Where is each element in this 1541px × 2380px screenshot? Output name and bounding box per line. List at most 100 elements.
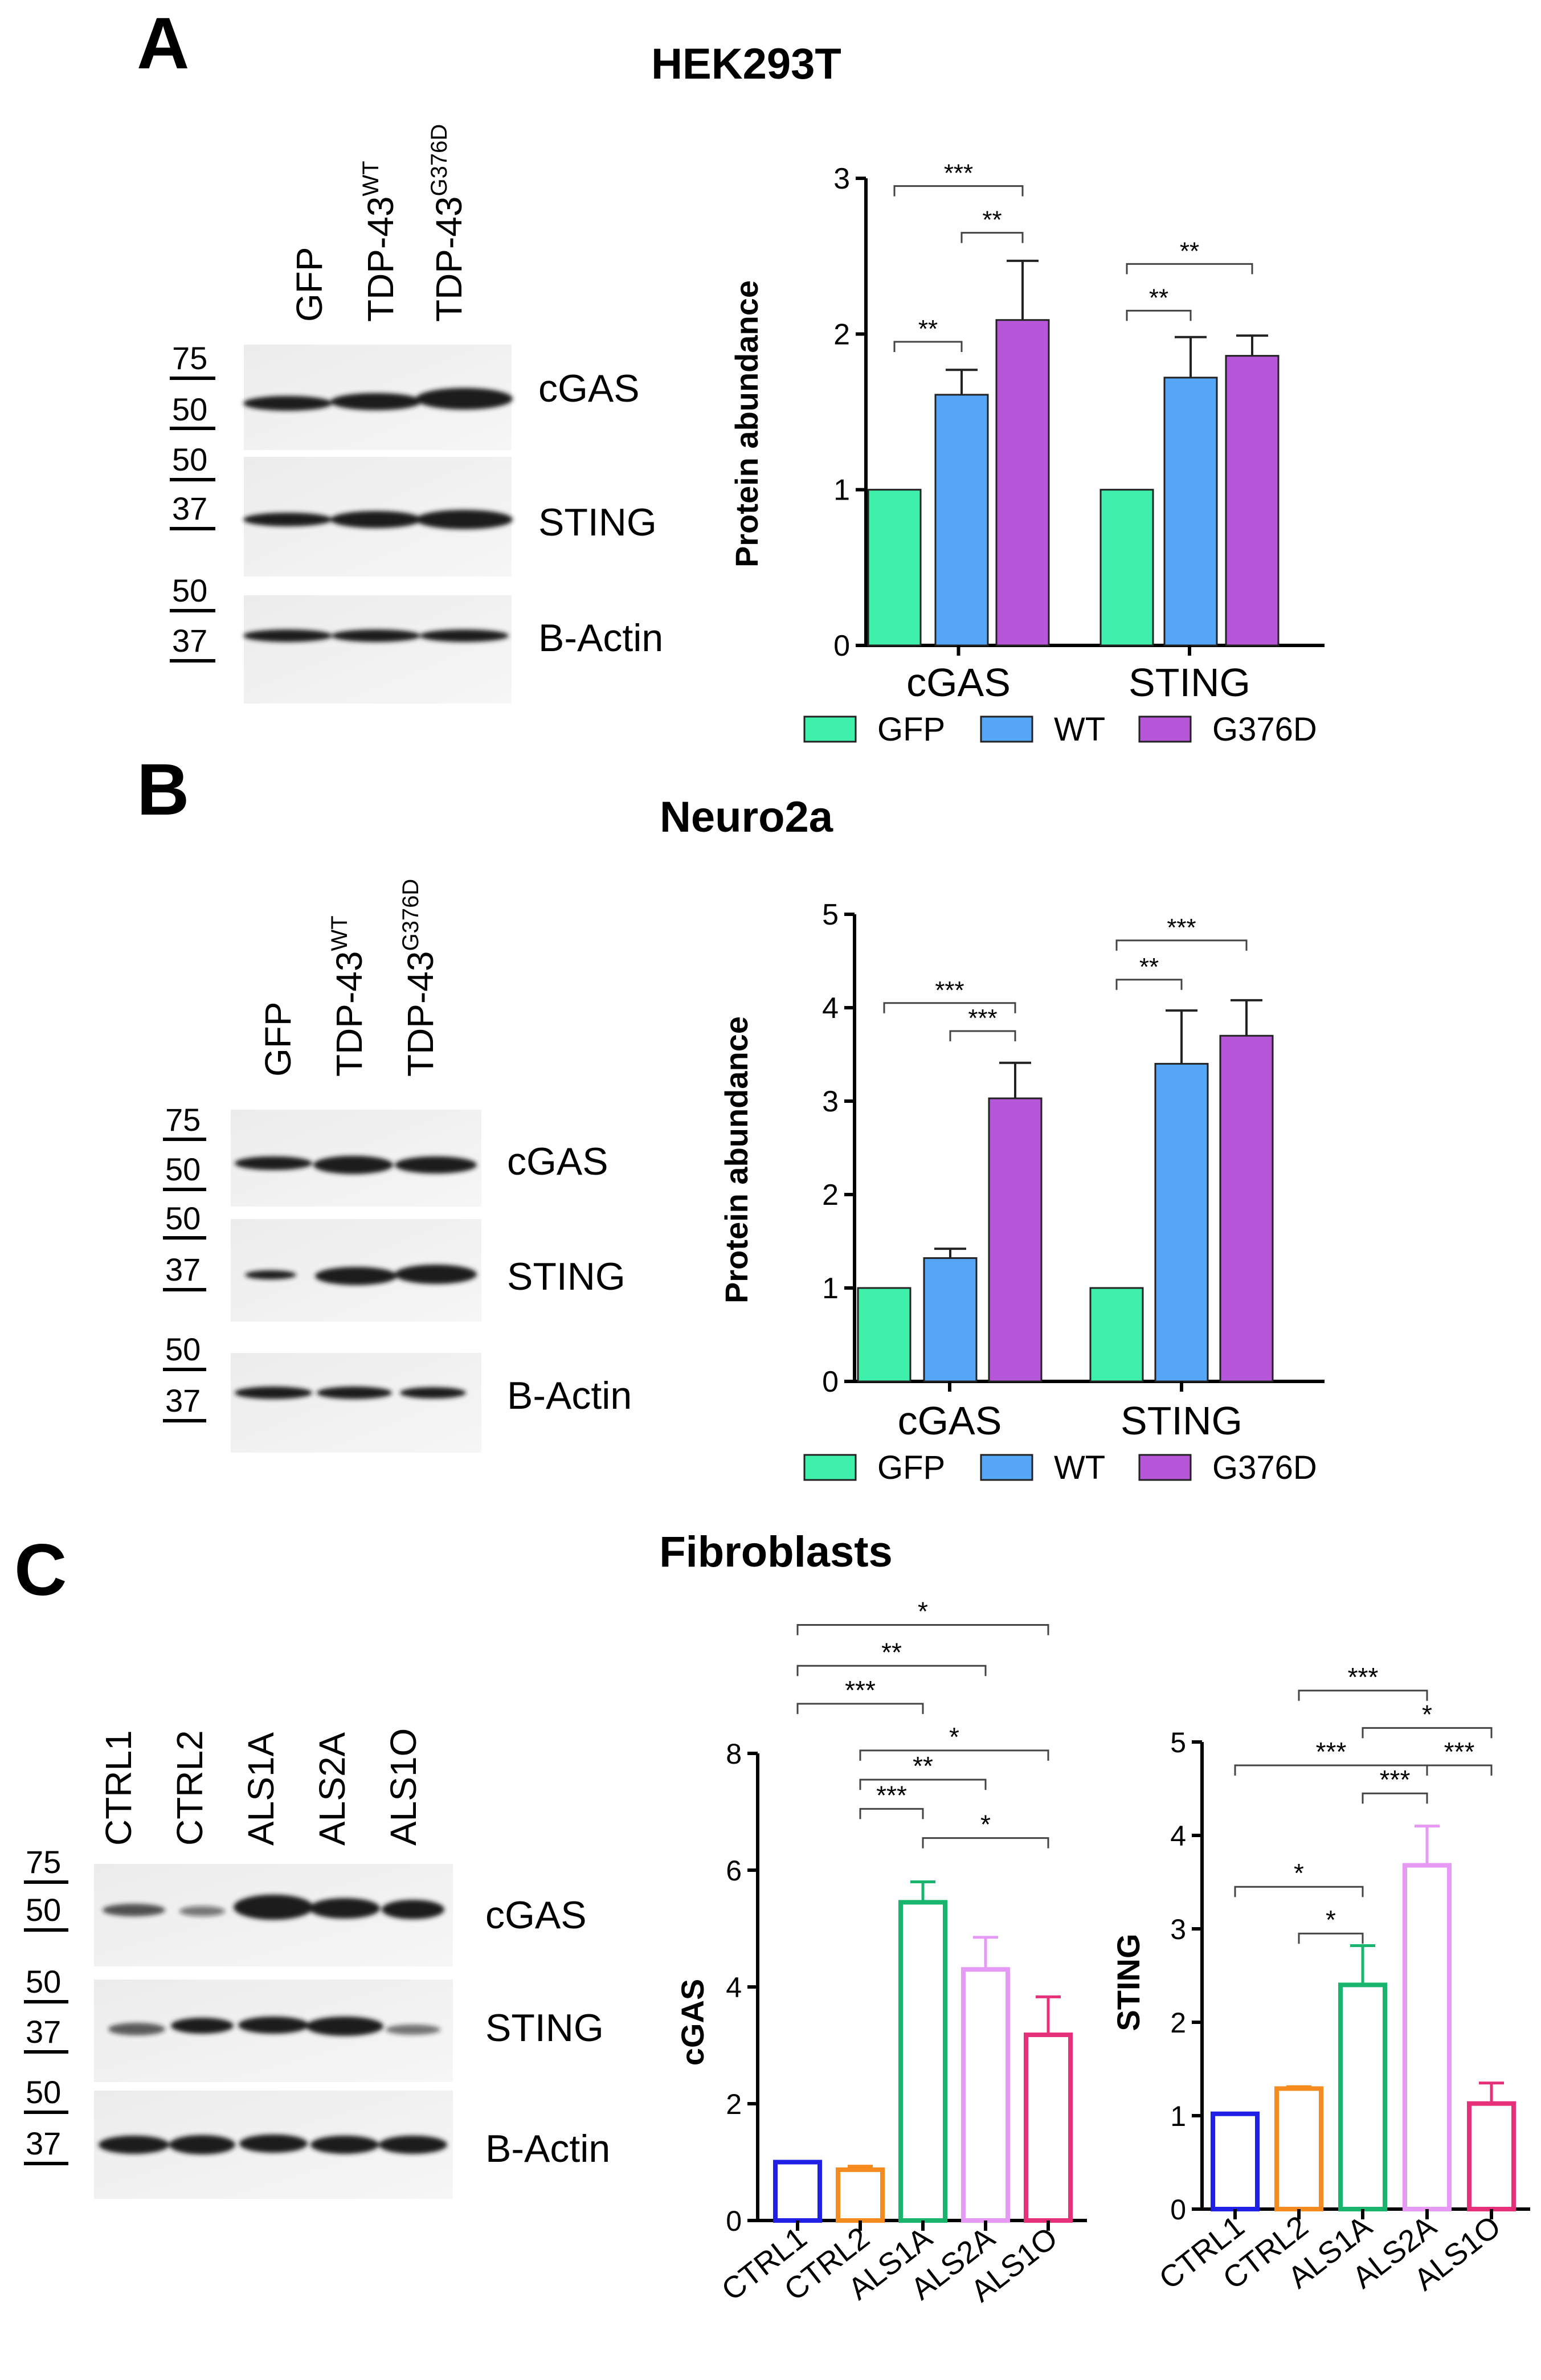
svg-text:50: 50 [26,1892,61,1928]
significance-label: * [918,1597,928,1626]
panel-letter: A [137,3,189,84]
y-tick-label: 1 [822,1272,839,1305]
y-tick-label: 0 [833,629,850,663]
blot-band [310,2136,379,2154]
y-tick-label: 2 [833,318,850,351]
bar [934,394,989,647]
significance-label: * [1326,1905,1336,1935]
blot-label: cGAS [485,1894,587,1937]
blot-band [395,1265,477,1284]
y-axis-label: Protein abundance [729,280,765,567]
significance-label: ** [1139,953,1159,981]
blot-label: cGAS [507,1140,608,1183]
bar [1099,489,1154,647]
y-axis-label: cGAS [675,1979,710,2066]
bar [773,2160,822,2223]
legend-label: G376D [1212,1449,1317,1486]
significance-bracket [1426,1764,1493,1776]
significance-label: *** [944,160,973,187]
significance-label: ** [918,315,938,343]
svg-text:37: 37 [172,490,207,526]
bar [1089,1287,1144,1383]
blot-band [313,1156,393,1174]
blot-band [235,1156,312,1170]
y-tick-label: 3 [833,162,850,195]
y-tick-label: 0 [726,2205,742,2237]
significance-label: ** [913,1751,933,1781]
blot-band [235,1387,312,1399]
blot-band [382,1900,444,1919]
blot-band [315,1267,397,1285]
lane-labels: CTRL1 CTRL2 ALS1A ALS2A ALS1O [98,1728,424,1846]
blot-band [243,629,332,642]
lane-label: ALS1O [383,1728,424,1846]
bar [961,1967,1010,2223]
significance-bracket [893,185,1024,197]
blot-band [103,1904,165,1916]
blot-band [330,511,422,528]
blot-band [395,1156,477,1173]
svg-text:50: 50 [26,1964,61,1999]
y-tick-label: 1 [833,474,850,507]
significance-label: *** [1444,1737,1475,1766]
blot-band [243,513,332,526]
svg-text:50: 50 [172,441,207,477]
blot-band [400,1387,466,1398]
bar [1225,355,1280,647]
y-tick-label: 4 [726,1972,742,2003]
y-tick-label: 2 [726,2088,742,2120]
blot-band [306,2017,383,2036]
panel-letter: B [137,749,189,831]
blot-band [245,1270,296,1279]
svg-text:50: 50 [172,391,207,427]
y-tick-label: 8 [726,1738,742,1770]
panel-a: A HEK293T GFP TDP-43WT TDP-43G376D [137,3,841,704]
legend-swatch [980,715,1033,743]
lane-label: GFP [289,247,330,322]
svg-text:75: 75 [172,340,207,376]
svg-text:37: 37 [165,1252,201,1287]
legend-label: GFP [877,1449,945,1486]
western-blot [243,345,513,704]
significance-bracket [859,1778,987,1790]
y-tick-label: 2 [822,1179,839,1212]
chart-fibroblast-cgas: 02468cGASCTRL1CTRL2ALS1AALS2AALS1O******… [675,1597,1087,2309]
svg-text:37: 37 [165,1383,201,1418]
blot-band [243,396,332,411]
bar [1211,2111,1260,2211]
significance-bracket [796,1624,1049,1635]
legend-label: GFP [877,711,945,748]
significance-bracket [1362,1727,1493,1739]
significance-bracket [1115,939,1248,951]
significance-bracket [1234,1764,1428,1776]
blot-band [239,2134,308,2153]
y-tick-label: 1 [1170,2100,1186,2132]
blot-band [108,2023,165,2035]
bar [1467,2101,1516,2211]
mw-markers: 75 50 50 37 50 37 [24,1844,68,2165]
significance-bracket [796,1665,987,1676]
svg-text:37: 37 [172,623,207,659]
significance-bracket [1298,1690,1428,1701]
blot-band [379,2136,447,2154]
blot-label: B-Actin [538,616,663,660]
significance-bracket [1362,1792,1428,1804]
blot-band [330,393,422,410]
significance-bracket [859,1808,924,1819]
panel-letter: C [14,1530,67,1611]
legend-swatch [1138,1454,1192,1481]
svg-text:50: 50 [165,1331,201,1367]
svg-text:37: 37 [26,2125,61,2161]
blot-band [169,2135,235,2154]
significance-bracket [949,1030,1016,1041]
y-tick-label: 0 [1170,2194,1186,2226]
bar [1338,1982,1387,2211]
legend-label: G376D [1212,711,1317,748]
blot-band [238,2017,309,2034]
bar [923,1257,978,1383]
significance-label: ** [1180,237,1199,265]
bar [898,1900,947,2223]
blot-band [386,2025,440,2035]
significance-bracket [922,1837,1049,1849]
